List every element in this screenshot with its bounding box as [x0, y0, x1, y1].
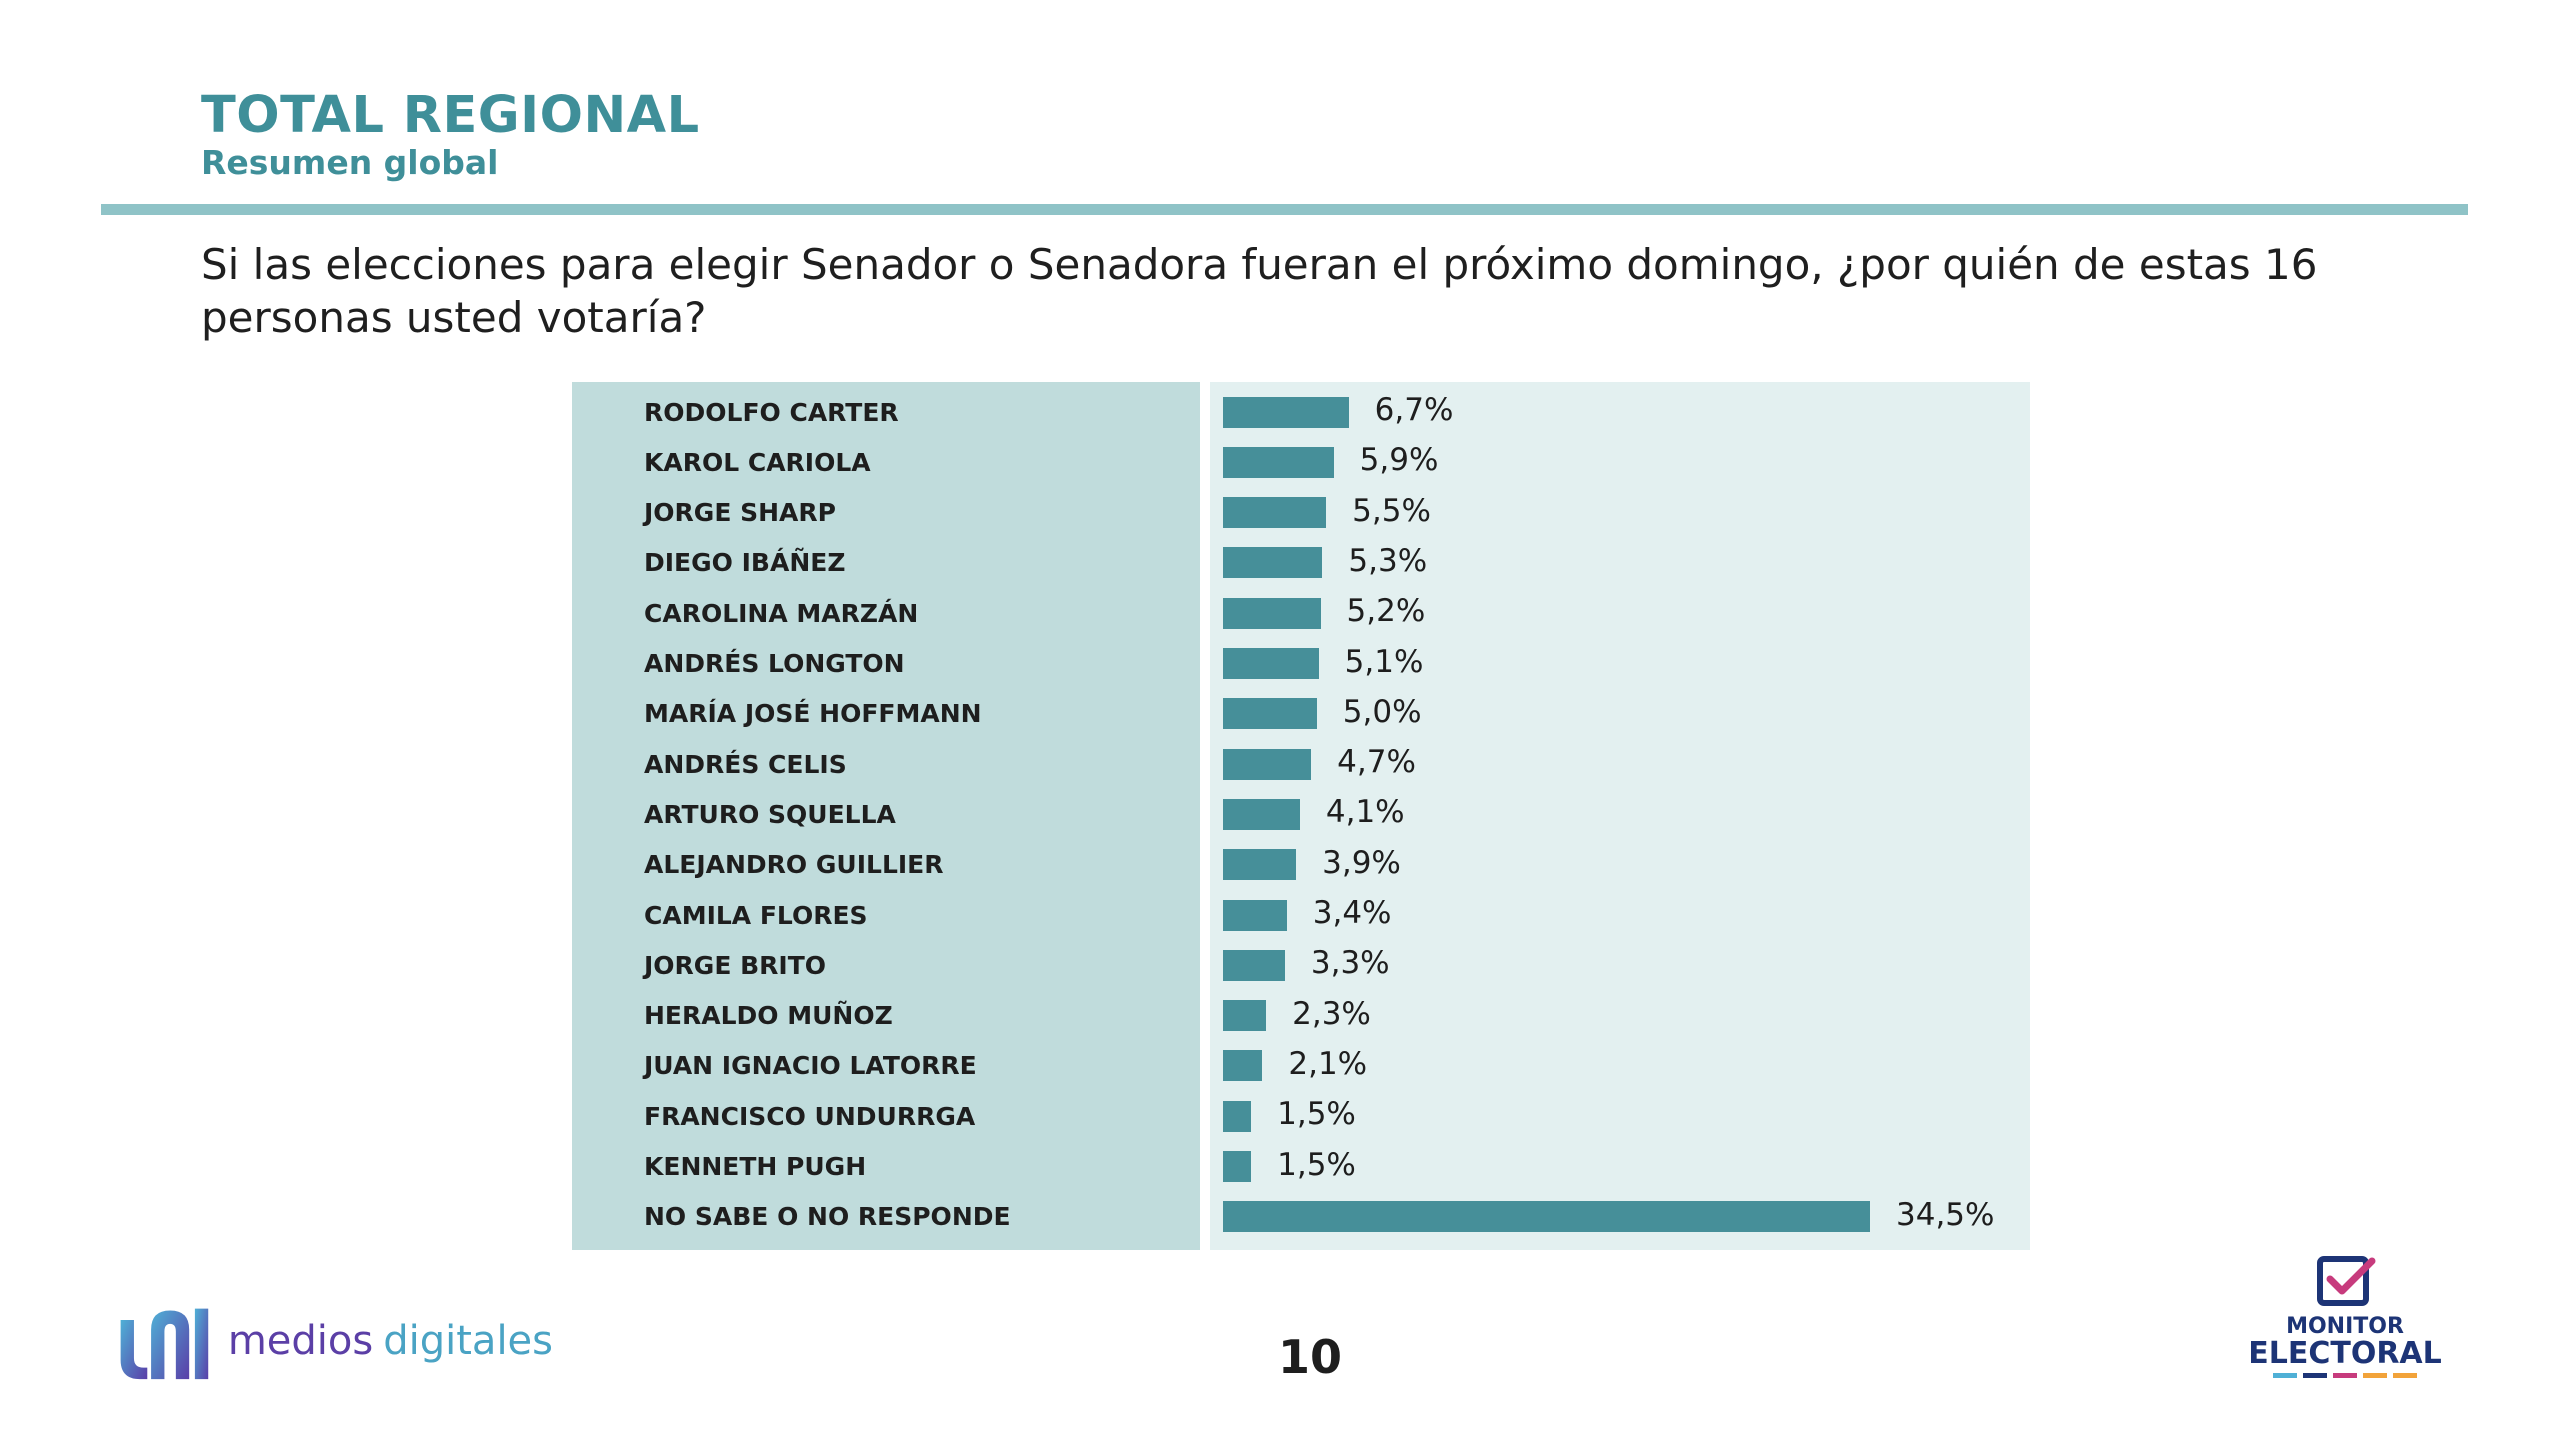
- category-label: CAROLINA MARZÁN: [644, 598, 919, 628]
- value-label: 4,7%: [1337, 744, 1416, 781]
- bar: [1223, 949, 1285, 981]
- value-label: 5,3%: [1348, 542, 1428, 579]
- survey-question: Si las elecciones para elegir Senador o …: [201, 240, 2318, 342]
- monitor-logo-stripes: [2245, 1373, 2445, 1378]
- medios-logo-word-digitales: digitales: [383, 1318, 553, 1364]
- bar: [1223, 446, 1334, 478]
- ballot-check-icon: [2317, 1256, 2376, 1306]
- monitor-logo-line1: MONITOR: [2286, 1314, 2404, 1339]
- category-label: MARÍA JOSÉ HOFFMANN: [644, 699, 982, 729]
- bar: [1223, 597, 1321, 629]
- bar: [1223, 698, 1317, 730]
- value-label: 5,5%: [1352, 492, 1431, 529]
- category-label: FRANCISCO UNDURRGA: [644, 1101, 976, 1131]
- category-label: ALEJANDRO GUILLIER: [644, 850, 944, 880]
- monitor-electoral-logo: MONITOR ELECTORAL: [2245, 1255, 2445, 1385]
- category-label: HERALDO MUÑOZ: [644, 1001, 893, 1031]
- bar: [1223, 1100, 1252, 1132]
- category-label: JUAN IGNACIO LATORRE: [644, 1051, 977, 1081]
- value-label: 2,1%: [1288, 1045, 1368, 1082]
- category-label: KAROL CARIOLA: [644, 447, 871, 477]
- value-label: 5,9%: [1359, 442, 1439, 479]
- value-label: 3,4%: [1312, 895, 1392, 931]
- value-label: 4,1%: [1325, 794, 1405, 831]
- value-label: 6,7%: [1374, 392, 1454, 428]
- bar: [1223, 1201, 1870, 1233]
- category-label: DIEGO IBÁÑEZ: [644, 548, 846, 578]
- value-label: 3,9%: [1322, 844, 1401, 881]
- bar: [1223, 798, 1300, 830]
- page-title: TOTAL REGIONAL: [201, 86, 700, 145]
- value-label: 1,5%: [1277, 1096, 1356, 1133]
- value-label: 5,2%: [1346, 593, 1426, 630]
- category-label: ANDRÉS LONGTON: [644, 649, 905, 678]
- bar: [1223, 1050, 1263, 1082]
- bar: [1223, 899, 1287, 931]
- page-subtitle: Resumen global: [201, 143, 499, 182]
- chart-label-panel: [572, 382, 1200, 1250]
- chart-bar-panel: [1210, 382, 2030, 1250]
- bar: [1223, 497, 1327, 529]
- category-label: KENNETH PUGH: [644, 1152, 867, 1181]
- bar: [1223, 648, 1319, 679]
- value-label: 1,5%: [1277, 1146, 1356, 1183]
- value-label: 2,3%: [1292, 995, 1371, 1032]
- value-label: 5,1%: [1344, 643, 1424, 680]
- value-label: 3,3%: [1310, 945, 1390, 982]
- bar: [1223, 1151, 1252, 1182]
- medios-digitales-logo: medios digitales: [113, 1296, 553, 1386]
- bar: [1223, 396, 1349, 428]
- category-label: JORGE BRITO: [644, 950, 827, 980]
- monitor-logo-line2: ELECTORAL: [2248, 1336, 2442, 1371]
- bar: [1223, 1000, 1267, 1032]
- category-label: NO SABE O NO RESPONDE: [644, 1202, 1011, 1232]
- bar: [1223, 849, 1297, 881]
- medios-digitales-logo-icon: [120, 1308, 209, 1380]
- category-label: RODOLFO CARTER: [644, 397, 899, 427]
- bar: [1223, 748, 1312, 780]
- value-label: 34,5%: [1896, 1196, 1995, 1233]
- category-label: ARTURO SQUELLA: [644, 799, 896, 829]
- medios-logo-word-medios: medios: [227, 1318, 374, 1364]
- category-label: JORGE SHARP: [644, 498, 836, 528]
- header-divider: [101, 204, 2468, 215]
- page-number: 10: [1277, 1330, 1342, 1384]
- category-label: CAMILA FLORES: [644, 900, 868, 930]
- category-label: ANDRÉS CELIS: [644, 749, 847, 779]
- bar: [1223, 547, 1323, 579]
- value-label: 5,0%: [1342, 693, 1422, 730]
